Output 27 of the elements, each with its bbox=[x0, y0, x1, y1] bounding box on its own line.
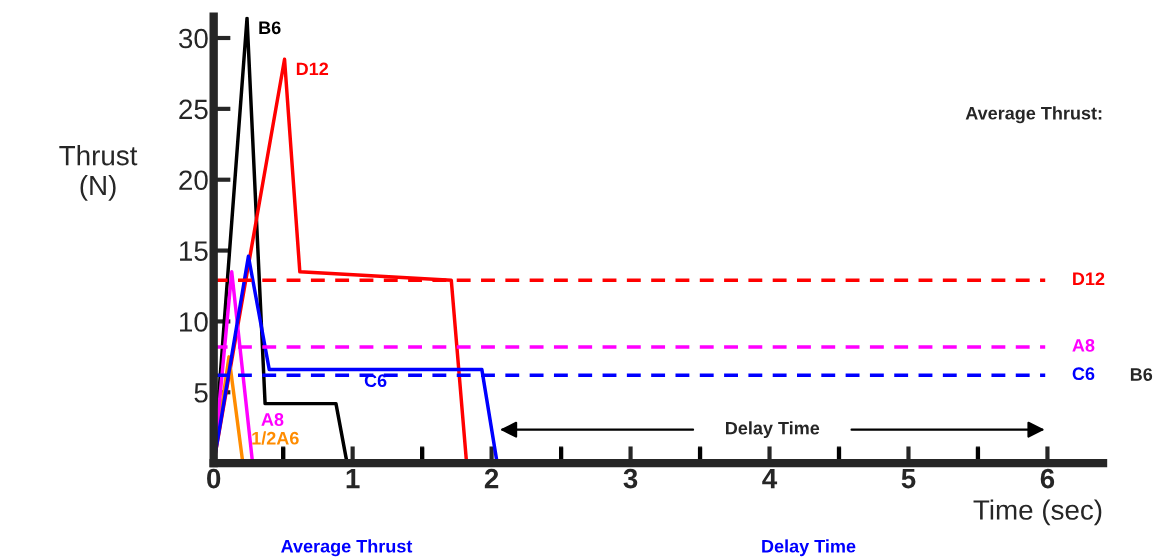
ref-line-label: D12 bbox=[1073, 272, 1105, 285]
x-tick-label: 5 bbox=[901, 469, 916, 489]
series-label: B6 bbox=[259, 21, 281, 35]
x-axis-title: Time (sec) bbox=[973, 499, 1102, 526]
ref-line-label: C6 bbox=[1072, 367, 1095, 381]
x-tick-label: 2 bbox=[484, 468, 499, 489]
annotation: Average Thrust: bbox=[965, 106, 1102, 124]
series-label: A8 bbox=[261, 413, 284, 426]
y-tick-label: 25 bbox=[179, 99, 208, 120]
text: Delay Time bbox=[762, 539, 856, 557]
ref-line-label: A8 bbox=[1072, 339, 1095, 352]
y-tick-label: 5 bbox=[194, 383, 208, 403]
x-tick-label: 6 bbox=[1040, 468, 1055, 489]
series-label: 1/2A6 bbox=[252, 431, 299, 445]
annotation: Delay Time bbox=[726, 421, 820, 439]
y-tick-label: 20 bbox=[179, 170, 208, 191]
x-tick-label: 3 bbox=[623, 468, 638, 489]
x-tick-label: 0 bbox=[207, 468, 221, 489]
y-axis-title: Thrust (N) bbox=[59, 145, 138, 201]
x-tick-label: 4 bbox=[762, 469, 778, 489]
y-tick-label: 15 bbox=[180, 241, 208, 261]
text: Average Thrust bbox=[281, 539, 413, 557]
y-tick-label: 30 bbox=[178, 28, 208, 49]
y-tick-label: 10 bbox=[180, 312, 208, 332]
x-tick-label: 1 bbox=[346, 469, 360, 489]
text: B6 bbox=[1130, 368, 1153, 381]
series-label: D12 bbox=[296, 62, 329, 76]
